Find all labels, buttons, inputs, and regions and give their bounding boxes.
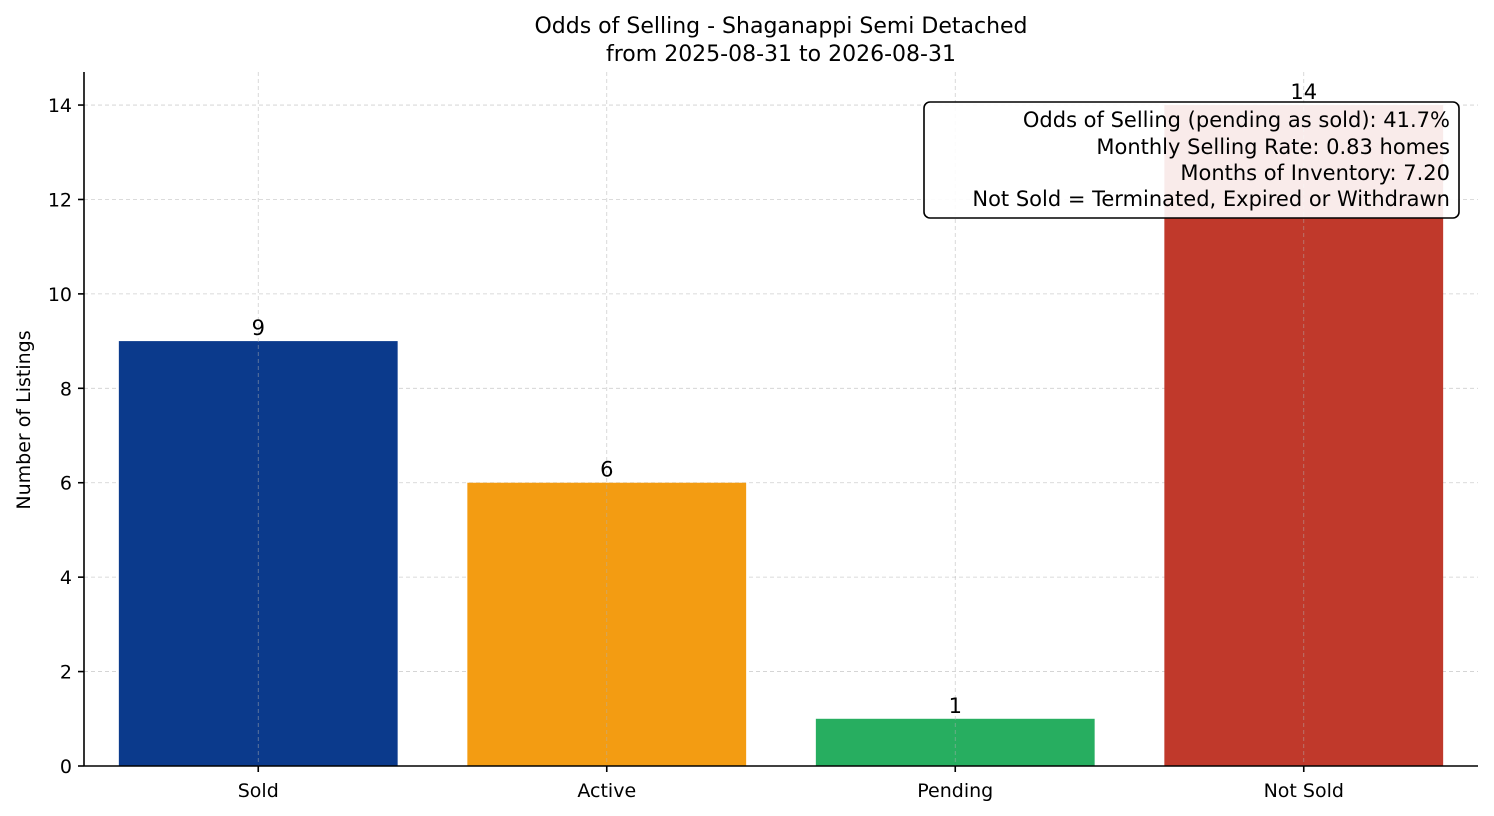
y-tick-label: 4 [60, 567, 72, 589]
y-tick-label: 0 [60, 756, 72, 778]
data-labels: 9 6 1 14 [252, 80, 1318, 718]
data-label: 6 [600, 458, 613, 482]
y-tick-label: 6 [60, 473, 72, 495]
ticks: 0 2 4 6 8 10 12 14 Sold Active Pending Not Sold [48, 95, 1344, 802]
data-label: 14 [1290, 80, 1317, 104]
chart-title: Odds of Selling - Shaganappi Semi Detach… [534, 14, 1027, 39]
annotation-line-rate: Monthly Selling Rate: 0.83 homes [1096, 135, 1450, 159]
y-axis-label: Number of Listings [13, 330, 35, 509]
axes [83, 72, 1478, 767]
y-tick-label: 8 [60, 378, 72, 400]
annotation-frame [923, 101, 1460, 219]
x-tick-label: Sold [238, 780, 279, 802]
annotation-box: Odds of Selling (pending as sold): 41.7%… [923, 101, 1460, 219]
data-label: 1 [949, 694, 962, 718]
annotation-line-definition: Not Sold = Terminated, Expired or Withdr… [972, 187, 1450, 211]
annotation-line-odds: Odds of Selling (pending as sold): 41.7% [1023, 108, 1450, 132]
x-tick-label: Active [577, 780, 636, 802]
chart-subtitle: from 2025-08-31 to 2026-08-31 [606, 42, 956, 67]
x-tick-label: Not Sold [1264, 780, 1344, 802]
x-tick-label: Pending [917, 780, 993, 802]
y-tick-label: 2 [60, 662, 72, 684]
data-label: 9 [252, 316, 265, 340]
y-tick-label: 12 [48, 189, 72, 211]
y-tick-label: 10 [48, 284, 72, 306]
annotation-line-inventory: Months of Inventory: 7.20 [1180, 161, 1450, 185]
y-tick-label: 14 [48, 95, 72, 117]
